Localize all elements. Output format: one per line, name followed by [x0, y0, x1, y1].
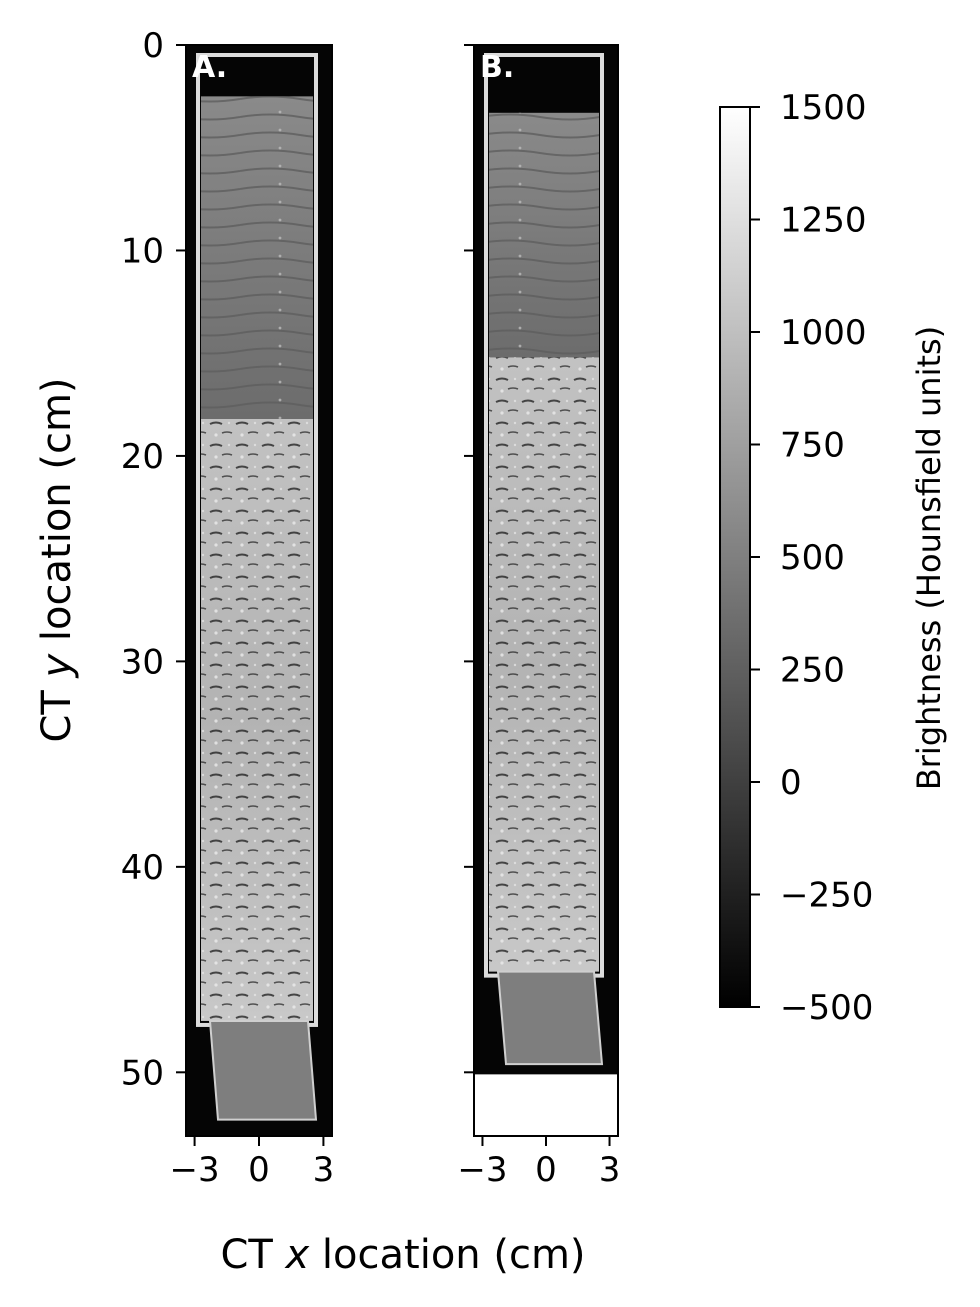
- colorbar-tick-label: 1500: [780, 88, 867, 128]
- colorbar-gradient: [719, 106, 751, 1008]
- colorbar-tick-label: 750: [780, 426, 845, 466]
- x-tick-label: 3: [599, 1150, 621, 1190]
- panel-b: −3 0 3 B.: [457, 44, 621, 1190]
- y-tick-label: 40: [121, 848, 164, 888]
- sediment-upper-layers: [489, 112, 599, 358]
- x-tick-label: 0: [248, 1150, 270, 1190]
- y-axis-title: CT y location (cm): [34, 377, 80, 742]
- x-axis-title: CT x location (cm): [220, 1232, 585, 1278]
- y-tick-label: 50: [121, 1053, 164, 1093]
- colorbar-tick-label: 0: [780, 763, 802, 803]
- colorbar-tick-label: 500: [780, 538, 845, 578]
- colorbar-tick-label: 250: [780, 651, 845, 691]
- y-tick-label: 20: [121, 437, 164, 477]
- y-tick-label: 0: [142, 26, 164, 66]
- colorbar-tick-label: 1000: [780, 313, 867, 353]
- panel-tag: A.: [192, 50, 227, 85]
- x-tick-label: 3: [313, 1150, 335, 1190]
- colorbar-title: Brightness (Hounsfield units): [910, 326, 948, 790]
- colorbar-tick-label: −500: [780, 988, 873, 1028]
- x-tick-label: 0: [535, 1150, 557, 1190]
- y-tick-label: 30: [121, 642, 164, 682]
- colorbar: −500 −250 0 250 500 750 1000 1250 1500: [719, 88, 873, 1028]
- panel-tag: B.: [480, 50, 514, 85]
- colorbar-tick-label: −250: [780, 876, 873, 916]
- sediment-lower-texture: [489, 357, 599, 972]
- panel-a: 0 10 20 30 40 50 −3 0 3 A.: [121, 26, 334, 1190]
- y-tick-label: 10: [121, 231, 164, 271]
- end-cap: [208, 1019, 318, 1121]
- x-tick-label: −3: [170, 1150, 220, 1190]
- sediment-upper-layers: [201, 96, 313, 419]
- x-tick-label: −3: [457, 1150, 507, 1190]
- end-cap: [496, 970, 604, 1066]
- colorbar-tick-label: 1250: [780, 201, 867, 241]
- sediment-lower-texture: [201, 418, 313, 1021]
